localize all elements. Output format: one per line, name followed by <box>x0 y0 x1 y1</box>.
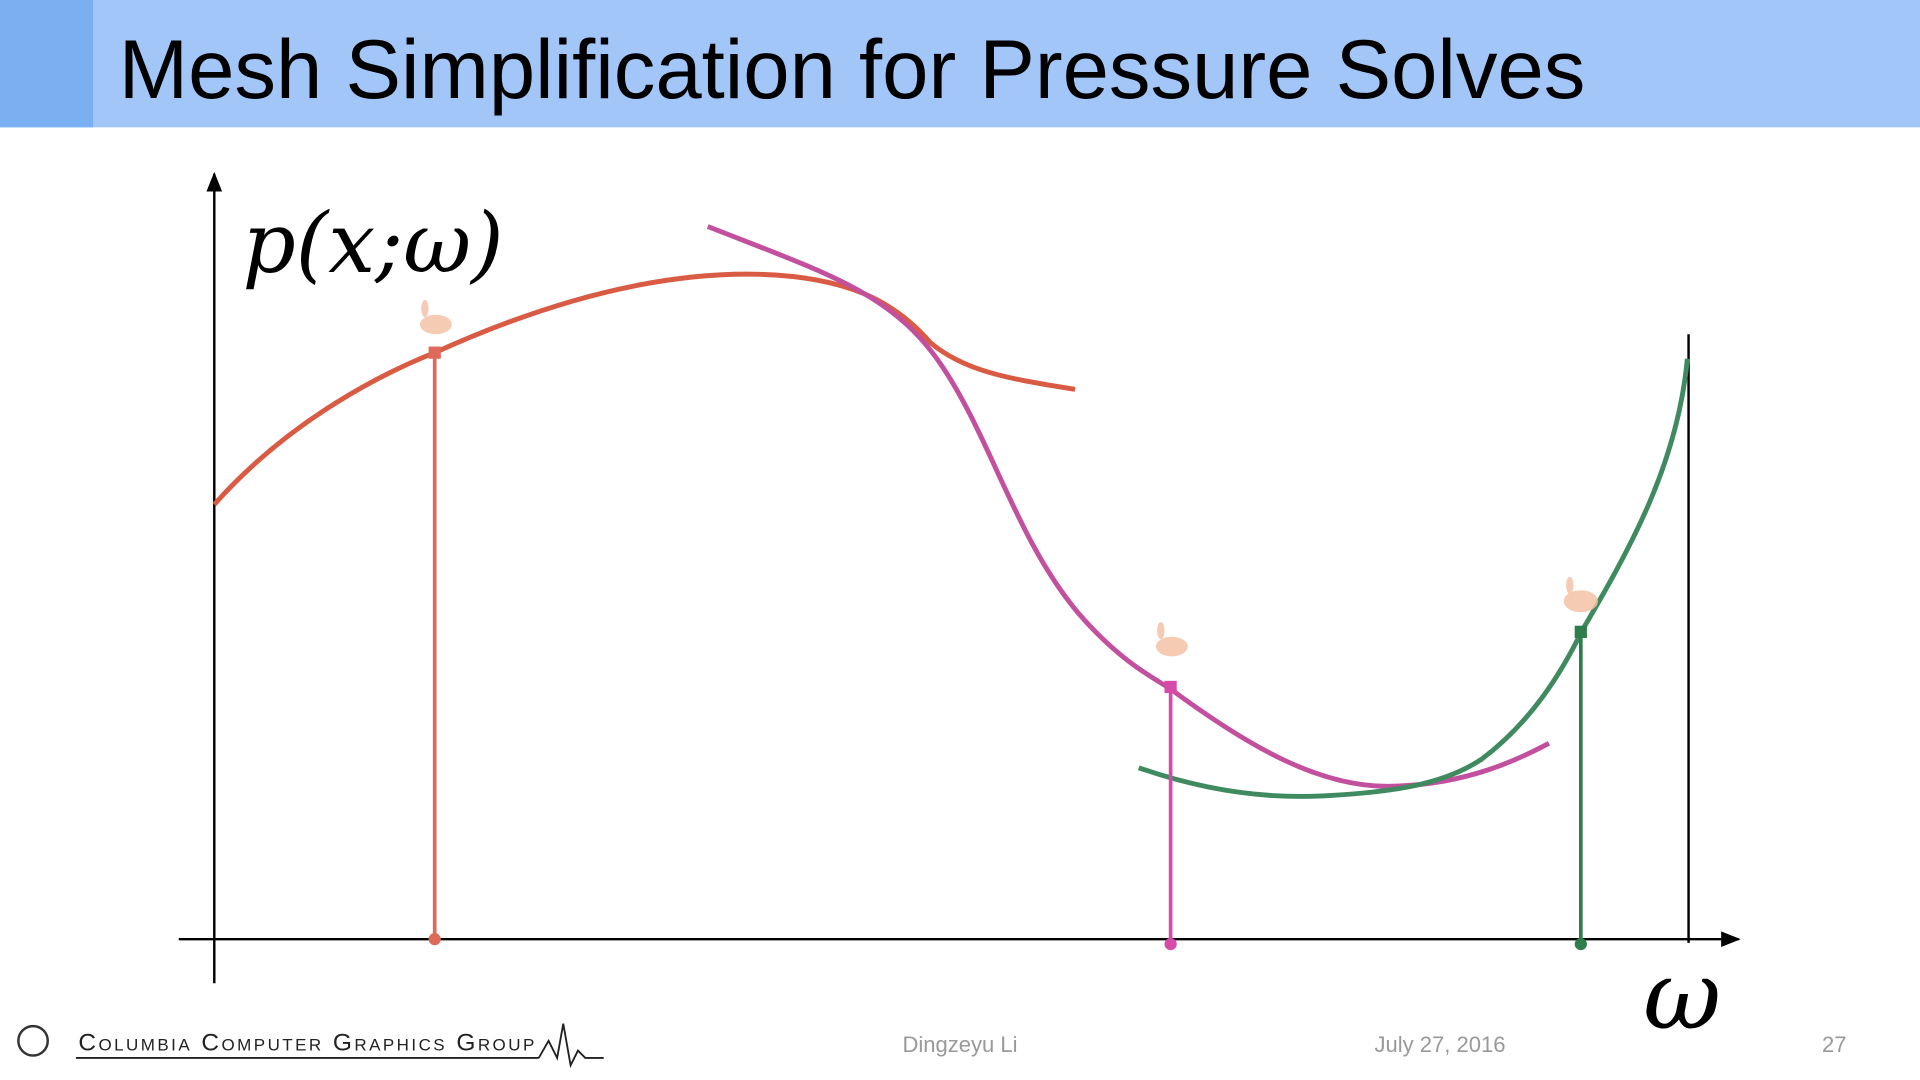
sample-dot <box>1574 937 1587 951</box>
bunny-icons <box>420 300 1598 657</box>
orange-curve <box>212 271 1076 507</box>
header-accent <box>0 0 94 128</box>
sample-marker <box>1164 680 1177 694</box>
footer-author: Dingzeyu Li <box>902 1032 1017 1057</box>
group-name: Columbia Computer Graphics Group <box>78 1030 536 1057</box>
x-label: ω <box>1643 940 1721 1052</box>
sample-dot <box>428 933 441 946</box>
footer-logo: Columbia Computer Graphics Group <box>17 1023 604 1069</box>
footer-date: July 27, 2016 <box>1374 1032 1505 1057</box>
green-curve <box>1137 358 1690 799</box>
header-band <box>0 0 1920 128</box>
slide-title: Mesh Simplification for Pressure Solves <box>119 23 1586 116</box>
y-label: p(x;ω) <box>242 195 503 292</box>
page-number: 27 <box>1822 1032 1847 1057</box>
sample-dot <box>1164 937 1177 951</box>
sample-marker <box>428 346 441 359</box>
magenta-curve <box>706 224 1551 789</box>
sample-marker <box>1574 625 1587 638</box>
